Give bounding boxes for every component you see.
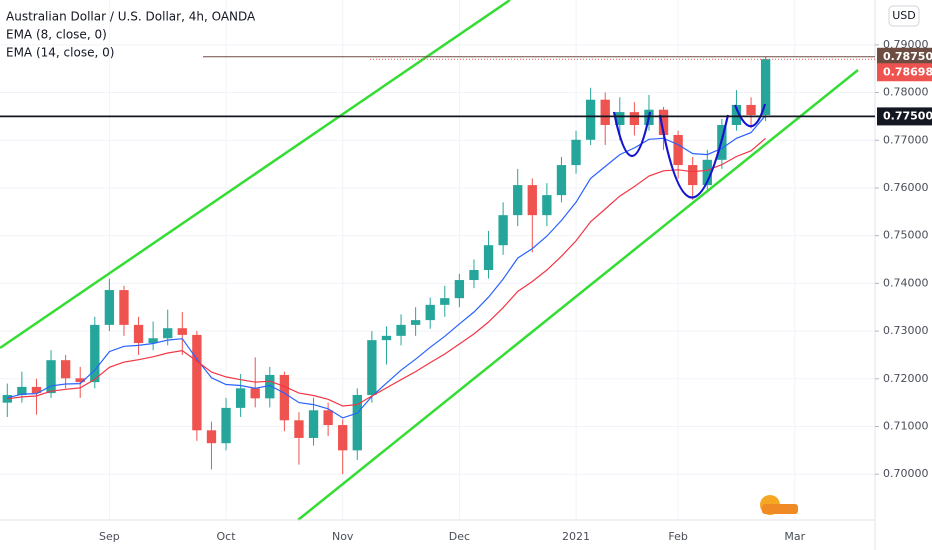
candle-body — [192, 334, 202, 431]
candle-body — [542, 195, 552, 216]
candle-body — [119, 290, 129, 325]
candle-body — [469, 270, 479, 281]
last-price-label-bg — [877, 63, 932, 82]
candle-body — [556, 165, 567, 196]
candle-body — [177, 328, 187, 335]
channel-upper — [0, 0, 511, 350]
candle-body — [440, 298, 450, 305]
candle-body — [585, 99, 596, 140]
candle-body — [90, 324, 100, 383]
candle-body — [163, 328, 173, 339]
x-tick-label: Oct — [217, 530, 237, 543]
x-tick-label: Dec — [449, 530, 470, 543]
candle-body — [265, 374, 275, 399]
y-tick-label: 0.77000 — [883, 133, 929, 146]
y-tick-label: 0.73000 — [883, 324, 929, 337]
candle-body — [658, 109, 669, 136]
ema-line — [7, 115, 767, 419]
y-tick-label: 0.74000 — [883, 276, 929, 289]
candle-body — [279, 374, 290, 421]
candle-body — [396, 324, 406, 336]
candle-body — [206, 430, 217, 444]
candle-body — [760, 59, 771, 115]
candle-body — [17, 386, 27, 396]
candle-body — [75, 378, 85, 383]
candle-body — [60, 360, 71, 379]
price-line-label-bg — [877, 47, 932, 66]
candle-body — [702, 159, 712, 186]
candle-body — [46, 360, 56, 394]
currency-label: USD — [892, 9, 916, 22]
y-tick-label: 0.76000 — [883, 181, 929, 194]
pattern-head — [658, 114, 730, 199]
candle-body — [731, 104, 742, 125]
candle-body — [571, 139, 581, 166]
candle-body — [31, 386, 42, 394]
candle-body — [410, 320, 421, 325]
price-line-label: 0.78750 — [883, 50, 932, 63]
candle-body — [483, 245, 494, 271]
last-price-label: 0.78698 — [883, 65, 932, 78]
logo-badge — [762, 504, 798, 514]
candle-body — [454, 280, 465, 299]
candle-body — [221, 407, 231, 444]
y-tick-label: 0.75000 — [883, 229, 929, 242]
candle-body — [104, 290, 115, 325]
candle-body — [600, 99, 610, 125]
x-tick-label: 2021 — [562, 530, 590, 543]
candle-body — [688, 165, 698, 186]
candle-body — [746, 104, 756, 115]
candle-body — [250, 388, 260, 399]
x-tick-label: Feb — [668, 530, 687, 543]
price-line-label: 0.77500 — [883, 109, 932, 122]
candle-body — [323, 410, 333, 426]
x-tick-label: Sep — [99, 530, 120, 543]
candle-body — [308, 410, 319, 438]
legend-entry[interactable]: EMA (8, close, 0) — [6, 28, 107, 42]
currency-button[interactable] — [888, 5, 920, 27]
chart-title: Australian Dollar / U.S. Dollar, 4h, OAN… — [6, 10, 256, 24]
logo — [760, 495, 798, 515]
y-tick-label: 0.72000 — [883, 372, 929, 385]
pattern-shoulder-left — [612, 111, 652, 158]
candle-body — [673, 135, 683, 166]
candle-body — [498, 215, 508, 246]
pattern-shoulder-right — [733, 103, 767, 128]
candle-body — [148, 338, 158, 344]
candle-body — [235, 388, 246, 408]
candle-body — [381, 335, 392, 341]
candle-body — [425, 304, 435, 321]
legend-entry[interactable]: EMA (14, close, 0) — [6, 46, 114, 60]
ema-line — [7, 137, 766, 407]
y-tick-label: 0.79000 — [883, 38, 929, 51]
candle-body — [133, 324, 144, 344]
y-tick-label: 0.78000 — [883, 86, 929, 99]
candle-body — [338, 425, 348, 451]
candle-body — [352, 395, 362, 451]
channel-lower — [297, 69, 859, 521]
candle-body — [513, 185, 523, 216]
candle-body — [294, 420, 304, 438]
x-tick-label: Mar — [784, 530, 805, 543]
candle-body — [367, 340, 377, 396]
legend: Australian Dollar / U.S. Dollar, 4h, OAN… — [6, 10, 256, 60]
y-tick-label: 0.71000 — [883, 419, 929, 432]
candle-body — [2, 395, 12, 403]
candle-body — [629, 112, 640, 125]
x-tick-label: Nov — [332, 530, 354, 543]
price-line-label-bg — [877, 107, 932, 126]
y-tick-label: 0.70000 — [883, 467, 929, 480]
candle-body — [527, 185, 537, 216]
candle-body — [615, 112, 625, 125]
